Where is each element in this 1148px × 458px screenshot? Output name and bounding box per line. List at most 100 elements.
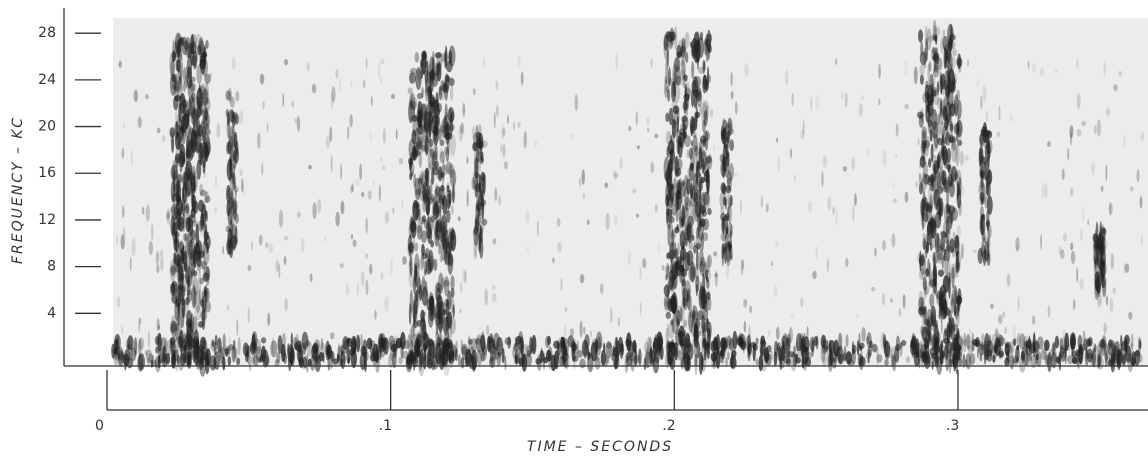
- texture-blob: [743, 298, 748, 308]
- texture-blob: [229, 172, 235, 191]
- texture-blob: [351, 183, 354, 193]
- texture-blob: [931, 72, 936, 88]
- texture-blob: [793, 345, 796, 358]
- texture-blob: [955, 250, 959, 274]
- texture-blob: [228, 344, 235, 351]
- texture-blob: [232, 172, 236, 191]
- texture-blob: [198, 37, 205, 53]
- texture-blob: [930, 315, 937, 327]
- texture-blob: [824, 345, 829, 352]
- texture-blob: [929, 128, 933, 142]
- texture-blob: [412, 299, 418, 322]
- texture-blob: [693, 203, 701, 222]
- texture-blob: [695, 242, 702, 250]
- texture-blob: [442, 194, 448, 216]
- texture-blob: [411, 129, 417, 145]
- texture-blob: [480, 199, 486, 206]
- texture-blob: [412, 146, 418, 161]
- texture-blob: [193, 342, 200, 366]
- texture-blob: [229, 96, 235, 108]
- texture-blob: [226, 304, 229, 311]
- texture-blob: [117, 347, 124, 368]
- texture-blob: [960, 243, 964, 260]
- texture-blob: [838, 332, 843, 351]
- texture-blob: [452, 184, 455, 204]
- x-tick-label: 0: [95, 418, 104, 434]
- texture-blob: [700, 176, 705, 184]
- texture-blob: [417, 135, 424, 154]
- texture-blob: [427, 148, 435, 170]
- texture-blob: [1072, 299, 1076, 310]
- texture-blob: [765, 203, 769, 213]
- texture-blob: [984, 240, 989, 262]
- texture-blob: [738, 337, 742, 344]
- texture-blob: [986, 139, 993, 155]
- texture-blob: [954, 171, 959, 181]
- texture-blob: [347, 357, 350, 364]
- texture-blob: [922, 92, 929, 103]
- texture-blob: [924, 234, 931, 241]
- texture-blob: [689, 261, 696, 283]
- texture-blob: [927, 35, 935, 43]
- texture-blob: [801, 335, 806, 353]
- texture-blob: [1091, 161, 1095, 175]
- texture-blob: [339, 263, 344, 269]
- texture-blob: [949, 341, 956, 351]
- texture-blob: [894, 347, 900, 363]
- texture-blob: [697, 37, 705, 59]
- texture-blob: [232, 347, 238, 359]
- texture-blob: [227, 140, 232, 155]
- texture-blob: [365, 57, 368, 70]
- texture-blob: [933, 324, 939, 348]
- texture-blob: [202, 88, 209, 106]
- texture-blob: [465, 349, 472, 367]
- texture-blob: [487, 336, 494, 344]
- texture-blob: [1100, 338, 1106, 348]
- texture-blob: [1015, 237, 1020, 252]
- texture-blob: [678, 128, 686, 136]
- texture-blob: [932, 222, 937, 230]
- x-tick-label: .1: [379, 418, 392, 434]
- texture-blob: [435, 104, 439, 113]
- texture-blob: [679, 207, 682, 230]
- texture-blob: [1021, 347, 1025, 364]
- texture-blob: [440, 277, 446, 289]
- texture-blob: [876, 348, 879, 365]
- texture-blob: [935, 159, 940, 174]
- texture-blob: [176, 258, 182, 282]
- texture-blob: [691, 204, 696, 224]
- texture-blob: [979, 144, 984, 163]
- texture-blob: [338, 77, 341, 93]
- texture-blob: [475, 199, 480, 219]
- texture-blob: [590, 330, 592, 338]
- texture-blob: [951, 56, 956, 69]
- texture-blob: [205, 135, 211, 157]
- texture-blob: [300, 237, 305, 253]
- texture-blob: [169, 52, 175, 76]
- texture-blob: [984, 123, 987, 139]
- texture-blob: [434, 52, 442, 59]
- texture-blob: [922, 190, 926, 209]
- texture-blob: [895, 123, 899, 137]
- texture-blob: [325, 340, 330, 361]
- texture-blob: [822, 155, 828, 169]
- texture-blob: [1040, 348, 1047, 360]
- texture-blob: [235, 90, 240, 102]
- texture-blob: [946, 147, 951, 164]
- texture-blob: [927, 186, 935, 203]
- texture-blob: [228, 336, 232, 351]
- texture-blob: [433, 196, 441, 204]
- texture-blob: [698, 172, 702, 194]
- texture-blob: [312, 202, 317, 220]
- texture-blob: [720, 343, 726, 360]
- texture-blob: [464, 270, 467, 284]
- texture-blob: [947, 37, 953, 53]
- texture-blob: [892, 198, 897, 203]
- texture-blob: [145, 204, 151, 222]
- texture-blob: [986, 227, 991, 249]
- texture-blob: [667, 341, 674, 353]
- texture-blob: [705, 269, 711, 283]
- texture-blob: [173, 251, 176, 265]
- texture-blob: [1125, 345, 1132, 363]
- texture-blob: [951, 266, 955, 289]
